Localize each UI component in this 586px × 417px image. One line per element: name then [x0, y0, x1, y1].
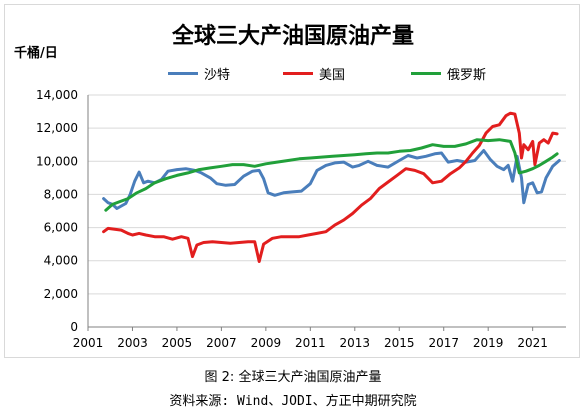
x-tick-label: 2003 [117, 336, 148, 350]
series-line-usa [102, 111, 559, 263]
legend-swatch-usa [283, 72, 313, 75]
series-line-saudi [102, 149, 561, 210]
legend-label-usa: 美国 [319, 68, 346, 83]
x-tick-label: 2011 [295, 336, 326, 350]
legend-item-usa: 美国 [283, 64, 345, 83]
x-tick-label: 2013 [340, 336, 371, 350]
x-tick-label: 2007 [206, 336, 237, 350]
y-tick-label: 8,000 [44, 187, 78, 201]
legend-label-russia: 俄罗斯 [447, 68, 487, 83]
legend-label-saudi: 沙特 [204, 68, 231, 83]
y-tick-label: 0 [70, 320, 78, 334]
chart-title: 全球三大产油国原油产量 [171, 24, 414, 49]
x-tick-label: 2021 [517, 336, 548, 350]
x-tick-label: 2005 [162, 336, 193, 350]
x-tick-label: 2009 [251, 336, 282, 350]
y-axis-unit-label: 千桶/日 [14, 46, 58, 61]
figure-caption: 图 2: 全球三大产油国原油产量 [204, 370, 382, 385]
y-tick-label: 10,000 [36, 154, 78, 168]
x-tick-label: 2001 [73, 336, 104, 350]
y-tick-label: 12,000 [36, 121, 78, 135]
chart-frame [4, 4, 580, 358]
y-tick-label: 4,000 [44, 254, 78, 268]
chart-plot: 0 2,000 4,000 6,000 8,000 10,000 12,000 14,000 2… [36, 88, 566, 350]
y-tick-label: 14,000 [36, 88, 78, 102]
y-tick-label: 2,000 [44, 287, 78, 301]
chart-legend: 沙特 美国 俄罗斯 [0, 64, 586, 83]
x-tick-label: 2017 [428, 336, 459, 350]
figure-source: 资料来源: Wind、JODI、方正中期研究院 [169, 394, 417, 409]
y-tick-label: 6,000 [44, 221, 78, 235]
legend-item-saudi: 沙特 [168, 64, 230, 83]
legend-swatch-russia [411, 72, 441, 75]
x-tick-label: 2019 [473, 336, 504, 350]
x-tick-label: 2015 [384, 336, 415, 350]
legend-item-russia: 俄罗斯 [411, 64, 486, 83]
series-line-russia [104, 138, 559, 212]
legend-swatch-saudi [168, 72, 198, 75]
